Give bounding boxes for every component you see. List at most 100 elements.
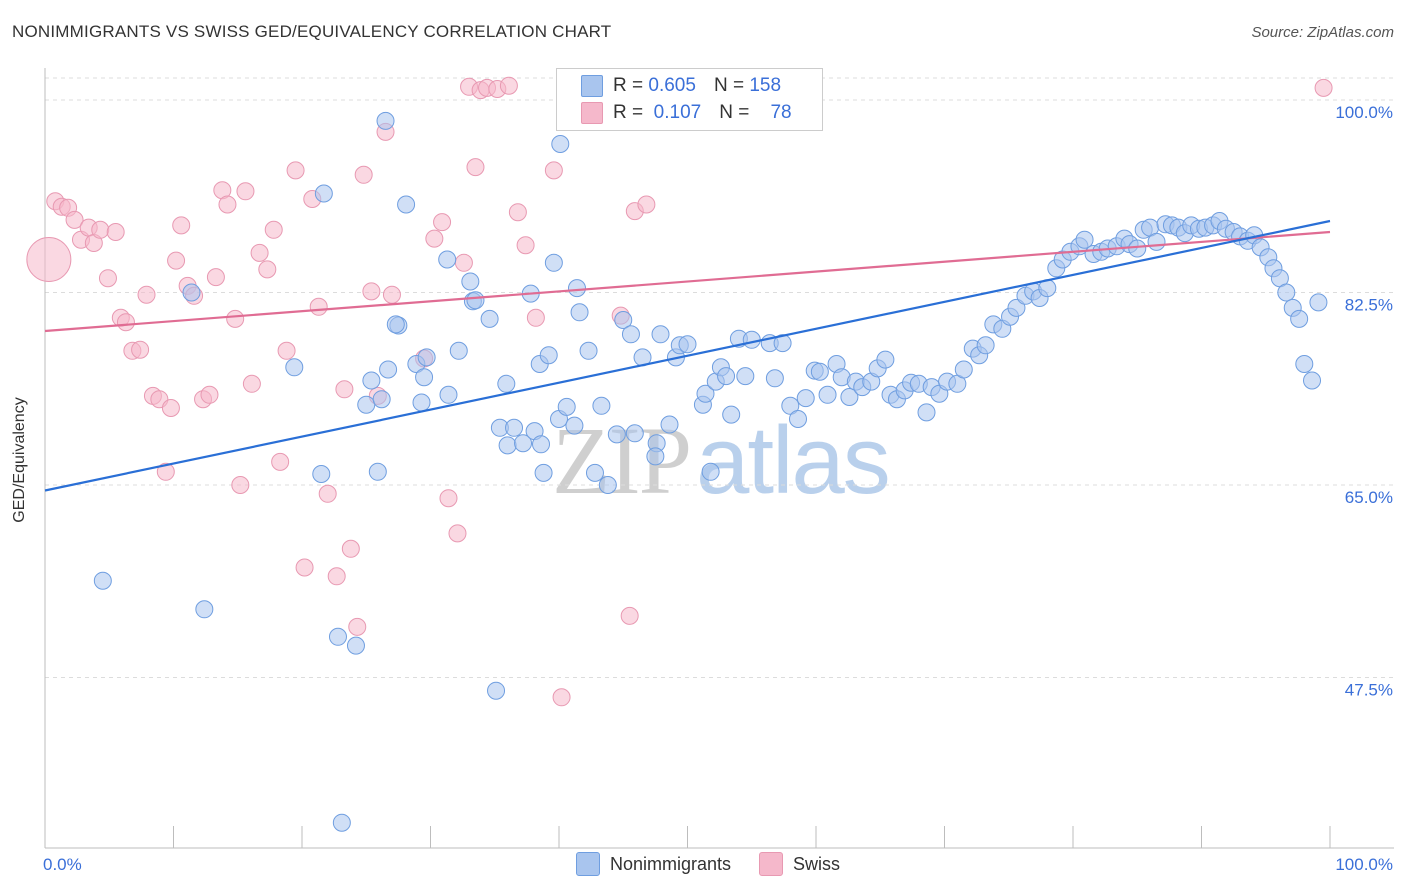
nonimmigrants-point xyxy=(660,415,679,434)
nonimmigrants-point xyxy=(314,184,333,203)
nonimmigrants-point xyxy=(357,395,376,414)
correlation-legend: R = 0.605 N = 158 R = 0.107 N = 78 xyxy=(556,68,823,131)
legend-swatch-nonimmigrants xyxy=(576,852,600,876)
nonimmigrants-point xyxy=(498,436,517,455)
nonimmigrants-point xyxy=(1303,371,1322,390)
nonimmigrants-point xyxy=(976,336,995,355)
nonimmigrants-point xyxy=(195,600,214,619)
swiss-point xyxy=(98,269,117,288)
nonimmigrants-point xyxy=(346,636,365,655)
swiss-point xyxy=(231,476,250,494)
legend-swatch-swiss xyxy=(759,852,784,876)
nonimmigrants-point xyxy=(810,362,829,381)
nonimmigrants-point xyxy=(840,388,859,406)
nonimmigrants-point xyxy=(497,374,516,393)
nonimmigrants-point xyxy=(570,303,589,322)
axes xyxy=(44,68,1394,849)
nonimmigrants-point xyxy=(651,325,670,344)
nonimmigrants-point xyxy=(1075,230,1094,249)
nonimmigrants-point xyxy=(701,462,720,481)
swiss-point xyxy=(382,285,401,304)
y-tick-label: 82.5% xyxy=(1345,296,1393,315)
legend-swatch-swiss xyxy=(581,102,603,124)
swiss-point xyxy=(499,76,518,95)
legend-label-nonimmigrants: Nonimmigrants xyxy=(610,853,732,874)
nonimmigrants-points xyxy=(93,111,1328,832)
nonimmigrants-point xyxy=(487,681,506,700)
legend-r-label: R = xyxy=(613,75,644,96)
swiss-point xyxy=(508,203,527,222)
nonimmigrants-point xyxy=(362,371,381,390)
nonimmigrants-point xyxy=(312,465,331,483)
swiss-point xyxy=(236,182,255,201)
nonimmigrants-point xyxy=(532,435,551,454)
legend-item-nonimmigrants[interactable]: Nonimmigrants xyxy=(576,852,731,876)
nonimmigrants-point xyxy=(438,250,457,269)
nonimmigrants-point xyxy=(678,335,697,354)
swiss-trend-line xyxy=(44,230,1331,333)
y-tick-label: 47.5% xyxy=(1345,681,1393,700)
nonimmigrants-point xyxy=(505,418,524,437)
swiss-point xyxy=(206,268,225,287)
nonimmigrants-point xyxy=(397,195,416,214)
swiss-point xyxy=(454,253,473,272)
nonimmigrants-point xyxy=(567,279,586,298)
swiss-point xyxy=(516,236,535,255)
nonimmigrants-point xyxy=(332,813,351,832)
nonimmigrants-point xyxy=(439,385,458,404)
nonimmigrants-point xyxy=(917,403,936,422)
nonimmigrants-point xyxy=(417,348,436,367)
chart-source: Source: ZipAtlas.com xyxy=(1251,24,1394,41)
legend-r-label: R = xyxy=(613,102,644,123)
nonimmigrants-point xyxy=(954,360,973,379)
x-tick-label: 0.0% xyxy=(43,855,82,874)
nonimmigrants-point xyxy=(1295,355,1314,373)
swiss-point xyxy=(156,462,175,481)
swiss-point xyxy=(137,285,156,304)
swiss-point xyxy=(335,380,354,399)
swiss-point xyxy=(106,223,125,241)
nonimmigrants-point xyxy=(722,405,741,424)
nonimmigrants-point xyxy=(565,416,584,435)
legend-n-value: 78 xyxy=(770,102,792,123)
swiss-point xyxy=(286,161,305,180)
nonimmigrants-point xyxy=(415,368,434,387)
swiss-point xyxy=(425,229,444,248)
nonimmigrants-point xyxy=(557,397,576,416)
nonimmigrants-point xyxy=(285,358,304,377)
series-legend: Nonimmigrants Swiss xyxy=(576,852,868,876)
nonimmigrants-point xyxy=(696,384,715,403)
y-tick-label: 65.0% xyxy=(1345,488,1393,507)
nonimmigrants-point xyxy=(598,476,617,494)
swiss-point xyxy=(620,606,639,625)
nonimmigrants-point xyxy=(368,462,387,481)
swiss-point xyxy=(271,452,290,471)
nonimmigrants-point xyxy=(773,334,792,353)
swiss-point xyxy=(341,539,360,558)
swiss-point xyxy=(250,243,269,262)
swiss-point xyxy=(318,484,337,503)
swiss-point xyxy=(526,308,545,327)
legend-n-label: N = xyxy=(713,75,745,96)
swiss-point xyxy=(26,237,72,282)
nonimmigrants-point xyxy=(534,463,553,482)
swiss-point xyxy=(327,567,346,586)
swiss-point xyxy=(91,220,110,239)
nonimmigrants-point xyxy=(449,341,468,360)
swiss-point xyxy=(226,309,245,328)
swiss-point xyxy=(439,489,458,508)
legend-item-swiss[interactable]: Swiss xyxy=(759,852,840,876)
nonimmigrants-point xyxy=(539,346,558,365)
nonimmigrants-point xyxy=(93,571,112,590)
nonimmigrants-point xyxy=(466,291,485,310)
nonimmigrants-point xyxy=(1007,298,1026,317)
swiss-point xyxy=(637,195,656,214)
swiss-point xyxy=(161,399,180,417)
swiss-point xyxy=(544,161,563,180)
nonimmigrants-point xyxy=(742,330,761,349)
nonimmigrants-point xyxy=(789,410,808,428)
swiss-point xyxy=(362,282,381,301)
nonimmigrants-point xyxy=(551,135,570,153)
nonimmigrants-point xyxy=(386,315,405,334)
